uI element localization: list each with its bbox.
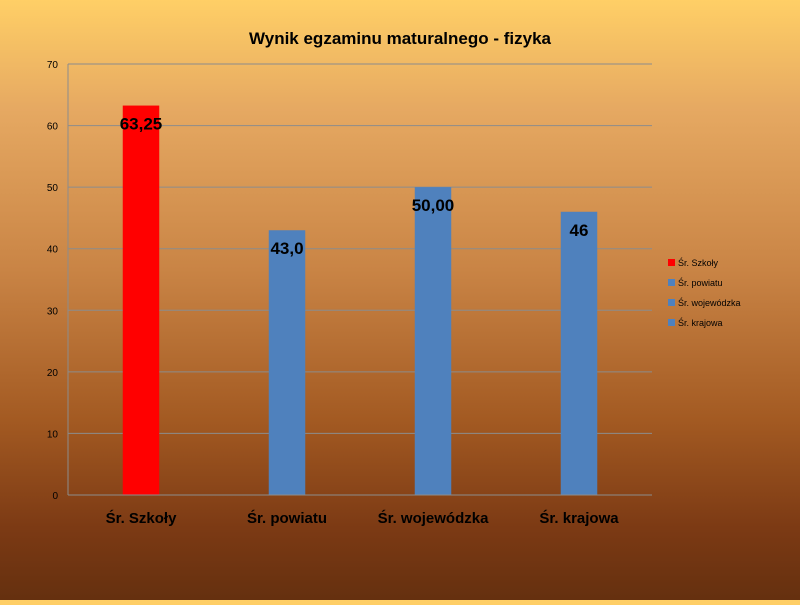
bar: [414, 187, 452, 495]
bar: [268, 230, 306, 495]
legend-label: Śr. wojewódzka: [678, 297, 741, 308]
legend-swatch: [668, 279, 675, 286]
legend: Śr. Szkoły Śr. powiatu Śr. wojewódzka Śr. k…: [668, 257, 741, 328]
x-tick-label: Śr. wojewódzka: [378, 509, 490, 527]
y-tick-label: 20: [47, 368, 59, 379]
x-axis: Śr. Szkoły Śr. powiatu Śr. wojewódzka Śr. k…: [68, 494, 652, 527]
x-tick-label: Śr. krajowa: [539, 509, 619, 527]
data-labels-layer: 63,25 43,0 50,00 46: [120, 115, 589, 259]
x-tick-label: Śr. Szkoły: [106, 509, 178, 527]
legend-swatch: [668, 319, 675, 326]
data-label: 50,00: [412, 196, 455, 215]
y-axis: 0 10 20 30 40 50 60 70: [47, 60, 69, 502]
legend-label: Śr. Szkoły: [678, 257, 719, 268]
x-tick-label: Śr. powiatu: [247, 509, 327, 527]
y-tick-label: 30: [47, 306, 59, 317]
data-label: 43,0: [270, 239, 303, 258]
y-tick-label: 0: [52, 491, 58, 502]
chart-title: Wynik egzaminu maturalnego - fizyka: [249, 29, 552, 48]
y-tick-label: 50: [47, 183, 59, 194]
bars-layer: [122, 105, 598, 495]
bar: [560, 211, 598, 495]
y-tick-label: 10: [47, 429, 59, 440]
legend-swatch: [668, 299, 675, 306]
legend-label: Śr. powiatu: [678, 277, 723, 288]
y-tick-label: 70: [47, 60, 59, 71]
data-label: 63,25: [120, 115, 163, 134]
data-label: 46: [570, 221, 589, 240]
y-tick-label: 40: [47, 245, 59, 256]
legend-label: Śr. krajowa: [678, 317, 723, 328]
y-tick-label: 60: [47, 122, 59, 133]
legend-swatch: [668, 259, 675, 266]
bar: [122, 105, 160, 495]
grid-layer: [68, 63, 652, 434]
